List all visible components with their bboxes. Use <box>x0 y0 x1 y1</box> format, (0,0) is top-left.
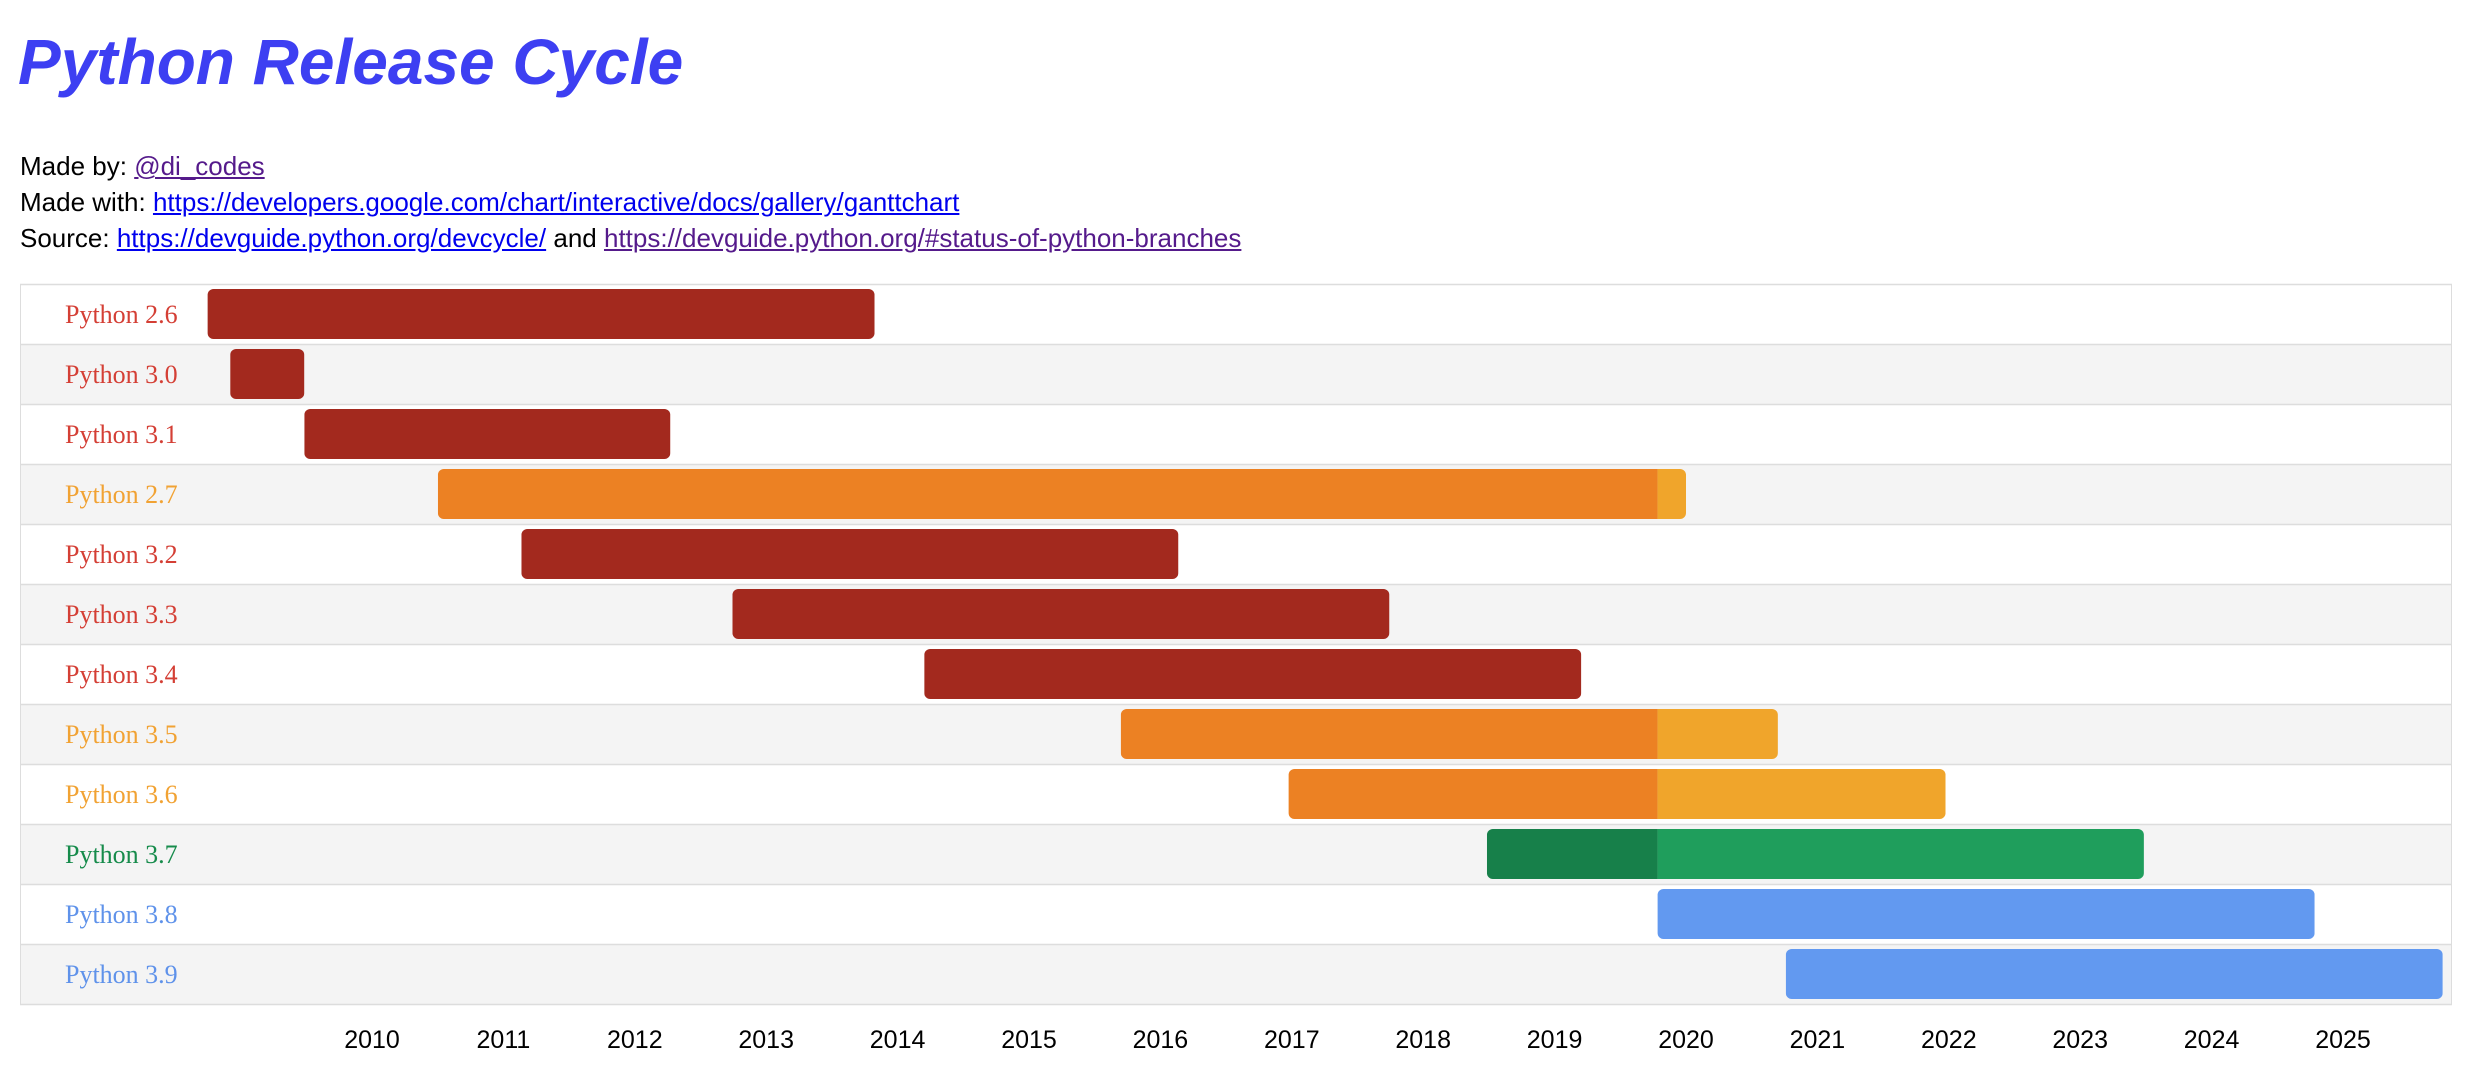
row-label: Python 2.7 <box>65 480 178 509</box>
x-tick-label: 2023 <box>2052 1026 2108 1054</box>
row-label: Python 2.6 <box>65 300 178 329</box>
row-label: Python 3.2 <box>65 540 178 569</box>
release-bar-segment <box>1657 889 2315 939</box>
source-label: Source: <box>20 223 110 253</box>
release-bar-segment <box>1657 709 1778 759</box>
release-bar-segment <box>304 409 671 459</box>
x-tick-label: 2025 <box>2315 1026 2371 1054</box>
row-label: Python 3.9 <box>65 960 178 989</box>
made-with-label: Made with: <box>20 187 146 217</box>
x-tick-label: 2024 <box>2184 1026 2240 1054</box>
x-tick-label: 2020 <box>1658 1026 1714 1054</box>
row-label: Python 3.8 <box>65 900 178 929</box>
x-tick-label: 2015 <box>1001 1026 1057 1054</box>
release-bar-segment <box>1120 709 1658 759</box>
x-tick-label: 2013 <box>738 1026 794 1054</box>
x-tick-label: 2010 <box>344 1026 400 1054</box>
made-by-label: Made by: <box>20 151 127 181</box>
row-label: Python 3.3 <box>65 600 178 629</box>
gantt-row-background <box>20 344 2452 404</box>
release-bar-segment <box>1657 769 1946 819</box>
release-bar-segment <box>437 469 1658 519</box>
release-bar-segment <box>1785 949 2443 999</box>
row-label: Python 3.4 <box>65 660 178 689</box>
row-label: Python 3.5 <box>65 720 178 749</box>
x-tick-label: 2012 <box>607 1026 663 1054</box>
x-tick-label: 2016 <box>1133 1026 1189 1054</box>
x-tick-label: 2017 <box>1264 1026 1320 1054</box>
release-bar-segment <box>521 529 1179 579</box>
release-bar-segment <box>1657 469 1686 519</box>
release-bar-segment <box>1288 769 1658 819</box>
row-label: Python 3.7 <box>65 840 178 869</box>
release-bar-segment <box>207 289 875 339</box>
made-with-line: Made with: https://developers.google.com… <box>20 184 1241 220</box>
gantt-row-background <box>20 764 2452 824</box>
gantt-row-background <box>20 524 2452 584</box>
x-tick-label: 2018 <box>1395 1026 1451 1054</box>
row-label: Python 3.0 <box>65 360 178 389</box>
release-bar-segment <box>1657 829 2144 879</box>
x-tick-label: 2019 <box>1527 1026 1583 1054</box>
release-bar-segment <box>230 349 305 399</box>
x-tick-label: 2011 <box>477 1026 531 1054</box>
page-title: Python Release Cycle <box>18 26 684 98</box>
x-tick-label: 2022 <box>1921 1026 1977 1054</box>
release-bar-segment <box>1486 829 1658 879</box>
release-bar-segment <box>924 649 1582 699</box>
devcycle-link[interactable]: https://devguide.python.org/devcycle/ <box>116 223 547 253</box>
made-by-line: Made by: @di_codes <box>20 148 1241 184</box>
credits: Made by: @di_codes Made with: https://de… <box>20 148 1241 256</box>
row-label: Python 3.1 <box>65 420 178 449</box>
source-line: Source: https://devguide.python.org/devc… <box>20 220 1241 256</box>
x-tick-label: 2014 <box>870 1026 926 1054</box>
release-bar-segment <box>732 589 1390 639</box>
row-label: Python 3.6 <box>65 780 178 809</box>
gantt-docs-link[interactable]: https://developers.google.com/chart/inte… <box>152 187 960 217</box>
source-and-text: and <box>553 223 597 253</box>
x-tick-label: 2021 <box>1790 1026 1846 1054</box>
branch-status-link[interactable]: https://devguide.python.org/#status-of-p… <box>603 223 1242 253</box>
author-link[interactable]: @di_codes <box>134 151 265 181</box>
